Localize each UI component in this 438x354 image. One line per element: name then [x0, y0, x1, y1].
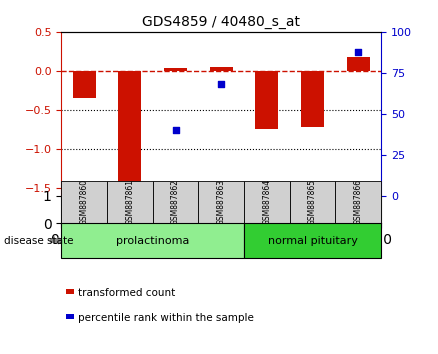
Text: normal pituitary: normal pituitary — [268, 236, 357, 246]
Point — [263, 190, 270, 195]
Bar — [118, 71, 141, 184]
Point — [81, 185, 88, 191]
Text: GSM887861: GSM887861 — [125, 179, 134, 225]
Point — [126, 191, 133, 197]
Text: GSM887865: GSM887865 — [308, 179, 317, 225]
Bar — [336, 181, 381, 223]
Bar — [290, 181, 336, 223]
Bar — [198, 181, 244, 223]
Bar — [301, 71, 324, 127]
Bar — [244, 181, 290, 223]
Title: GDS4859 / 40480_s_at: GDS4859 / 40480_s_at — [142, 16, 300, 29]
Text: percentile rank within the sample: percentile rank within the sample — [78, 313, 254, 322]
Bar — [210, 67, 233, 71]
Point — [218, 81, 225, 87]
Point — [355, 49, 362, 55]
Point — [309, 189, 316, 194]
Bar — [107, 181, 153, 223]
Point — [172, 127, 179, 133]
Text: transformed count: transformed count — [78, 288, 175, 298]
Bar — [347, 57, 370, 71]
Bar — [244, 223, 381, 258]
Bar — [61, 181, 107, 223]
Bar — [73, 71, 95, 98]
Text: GSM887863: GSM887863 — [217, 179, 226, 225]
Bar — [61, 223, 244, 258]
Text: GSM887864: GSM887864 — [262, 179, 272, 225]
Text: disease state: disease state — [4, 236, 74, 246]
Bar — [164, 68, 187, 71]
Bar — [153, 181, 198, 223]
Text: GSM887862: GSM887862 — [171, 179, 180, 225]
Text: GSM887866: GSM887866 — [354, 179, 363, 225]
Text: prolactinoma: prolactinoma — [116, 236, 189, 246]
Bar — [255, 71, 278, 130]
Text: GSM887860: GSM887860 — [80, 179, 88, 225]
